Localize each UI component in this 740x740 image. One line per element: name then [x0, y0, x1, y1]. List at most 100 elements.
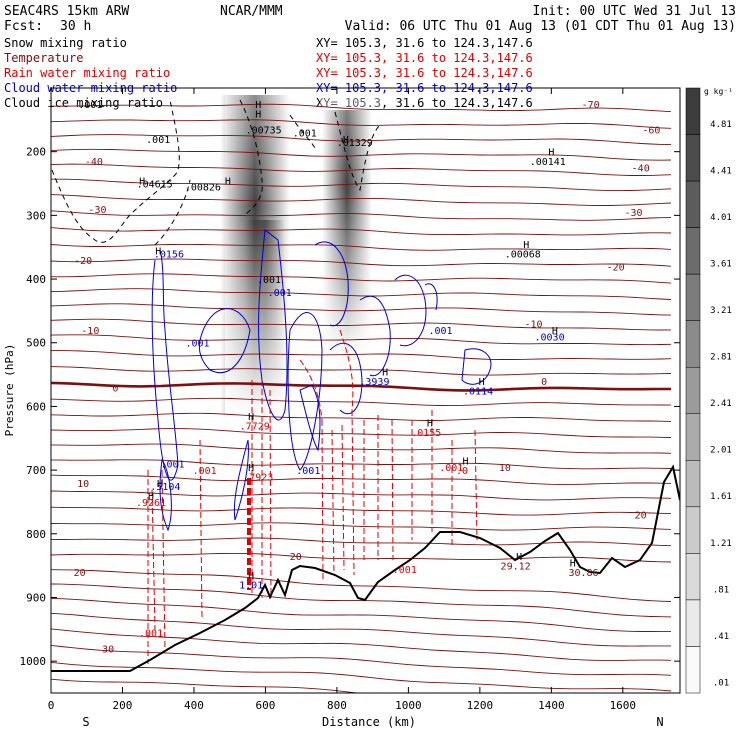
- colorbar-segment: [685, 180, 701, 228]
- colorbar-label: 3.21: [710, 306, 732, 316]
- colorbar-unit: g kg⁻¹: [704, 87, 733, 96]
- temperature-label: 10: [77, 479, 89, 490]
- x-tick-label: 1600: [610, 699, 637, 712]
- colorbar-segment: [685, 134, 701, 182]
- isotherm: [51, 443, 672, 454]
- high-marker: H: [248, 463, 254, 474]
- cloud-contour: [151, 249, 179, 481]
- y-tick-label: 800: [26, 528, 46, 541]
- high-marker: H: [225, 176, 231, 187]
- isotherm: [51, 227, 672, 236]
- contour-label: .001: [439, 463, 463, 474]
- temperature-label: 0: [112, 383, 118, 394]
- isotherm: [51, 210, 672, 221]
- extremum-value: .0: [456, 466, 468, 477]
- plot-frame: [50, 87, 681, 694]
- rain-contour: [474, 429, 478, 541]
- extremum-value: .00735: [246, 125, 282, 136]
- colorbar-label: 4.01: [710, 213, 732, 223]
- rain-contour: [199, 439, 203, 621]
- cloud-contour: [233, 439, 249, 521]
- y-tick-label: 600: [26, 400, 46, 413]
- model-title: SEAC4RS 15km ARW: [4, 4, 129, 19]
- contour-label: .001: [268, 288, 292, 299]
- rain-contour: [339, 329, 354, 411]
- isotherm: [51, 644, 672, 676]
- y-tick-label: 1000: [20, 655, 47, 668]
- cloud-contour: [329, 342, 363, 415]
- temperature-label: 20: [635, 511, 647, 522]
- high-marker: H: [570, 558, 576, 569]
- cloud-contour: [258, 229, 288, 421]
- cloud-contour: [299, 384, 321, 452]
- y-tick-label: 400: [26, 273, 46, 286]
- rain-contour: [331, 429, 335, 576]
- extremum-value: .7923: [243, 472, 273, 483]
- high-marker: H: [548, 148, 554, 159]
- high-marker: H: [248, 412, 254, 423]
- isotherm: [51, 474, 672, 485]
- cloud-contour: [198, 308, 251, 373]
- colorbar-segment: [685, 366, 701, 415]
- extremum-value: 1.01: [239, 581, 263, 592]
- high-marker: H: [427, 418, 433, 429]
- contour-labels: 30 20 10 0 0 20 10 -10 -10 -20 -20 -30 -30 -40 -40 -60 -…: [74, 100, 661, 656]
- temperature-label: 0: [541, 377, 547, 388]
- x-end-label-south: S: [82, 715, 89, 729]
- isotherm: [51, 350, 672, 360]
- extremum-value: .3939: [359, 377, 389, 388]
- isotherm: [51, 243, 672, 251]
- y-tick-label: 300: [26, 209, 46, 222]
- colorbar-segment: [685, 227, 701, 275]
- rain-contour: [351, 409, 355, 576]
- extremum-value: 30.86: [568, 568, 598, 579]
- isotherm: [51, 459, 672, 470]
- extremum-value: .04615: [137, 180, 173, 191]
- contour-label: .001: [293, 129, 317, 140]
- rain-contour: [161, 469, 166, 651]
- colorbar-label: 4.81: [710, 120, 732, 130]
- x-tick-label: 200: [113, 699, 133, 712]
- high-marker: H: [148, 492, 154, 503]
- isotherm: [51, 273, 672, 284]
- high-marker: H: [382, 367, 388, 378]
- fcst-value: 30 h: [60, 19, 91, 34]
- ice-contour: [154, 179, 191, 246]
- colorbar-label: 2.01: [710, 446, 732, 456]
- cloud-contour: [159, 458, 172, 532]
- x-tick-label: 400: [184, 699, 204, 712]
- contour-label: .001: [296, 466, 320, 477]
- isotherm: [51, 119, 672, 129]
- temperature-label: -10: [524, 320, 542, 331]
- rain-contour: [321, 419, 324, 581]
- temperature-label: 30: [102, 644, 114, 655]
- extremum-value: .7729: [240, 422, 270, 433]
- rain-contour: [391, 419, 394, 561]
- x-tick-label: 800: [327, 699, 347, 712]
- cloud-contour: [424, 283, 438, 311]
- colorbar-label: 2.41: [710, 399, 732, 409]
- isotherm: [51, 163, 672, 176]
- extremum-value: .00068: [505, 250, 541, 261]
- fcst-label: Fcst:: [4, 19, 43, 34]
- high-marker: H: [552, 326, 558, 337]
- colorbar-label: .41: [713, 632, 729, 642]
- rain-contour: [341, 424, 345, 571]
- field-xy-0: XY= 105.3, 31.6 to 124.3,147.6: [316, 36, 533, 50]
- colorbar-segment: [685, 87, 701, 135]
- x-tick-label: 1400: [538, 699, 565, 712]
- high-marker: H: [343, 135, 349, 146]
- colorbar-label: 4.41: [710, 166, 732, 176]
- field-name-4: Cloud ice mixing ratio: [4, 96, 163, 110]
- temperature-label: -20: [607, 262, 625, 273]
- field-xy-1: XY= 105.3, 31.6 to 124.3,147.6: [316, 51, 533, 65]
- isotherm: [51, 428, 672, 438]
- terrain-line: [51, 464, 680, 672]
- temperature-label: -20: [74, 256, 92, 267]
- isotherm: [51, 628, 672, 661]
- field-xy-2: XY= 105.3, 31.6 to 124.3,147.6: [316, 66, 533, 80]
- contour-label: .001: [185, 339, 209, 350]
- extremum-value: .0155: [411, 428, 441, 439]
